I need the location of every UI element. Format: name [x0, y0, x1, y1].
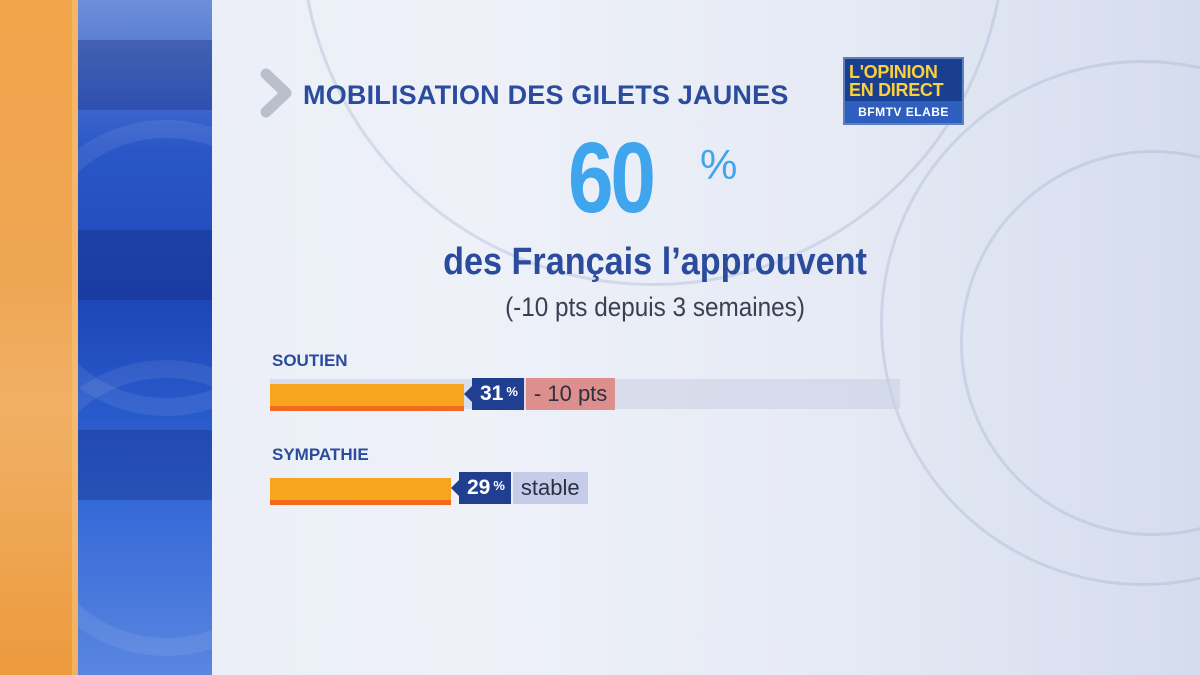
headline-note: (-10 pts depuis 3 semaines) — [505, 292, 805, 322]
chevron-icon — [260, 68, 292, 118]
opinion-en-direct-logo: L'OPINION EN DIRECT BFMTV ELABE — [843, 57, 964, 125]
change-label: stable — [512, 472, 588, 504]
page-title: MOBILISATION DES GILETS JAUNES — [303, 80, 789, 110]
headline-unit: % — [700, 141, 738, 188]
category-label: SOUTIEN — [272, 351, 348, 370]
bar — [270, 384, 464, 411]
value-label: 31% — [464, 378, 524, 410]
logo-line-1: L'OPINION — [849, 62, 938, 82]
blue-side-stripe — [78, 0, 212, 675]
headline-text: des Français l’approuvent — [443, 241, 867, 283]
bar — [270, 478, 451, 505]
logo-line-3: BFMTV ELABE — [845, 101, 962, 123]
value-label: 29% — [451, 472, 511, 504]
logo-line-2: EN DIRECT — [849, 80, 944, 100]
category-label: SYMPATHIE — [272, 445, 369, 464]
headline-value: 60 — [568, 122, 656, 234]
change-label: - 10 pts — [525, 378, 616, 410]
orange-side-stripe — [0, 0, 78, 675]
